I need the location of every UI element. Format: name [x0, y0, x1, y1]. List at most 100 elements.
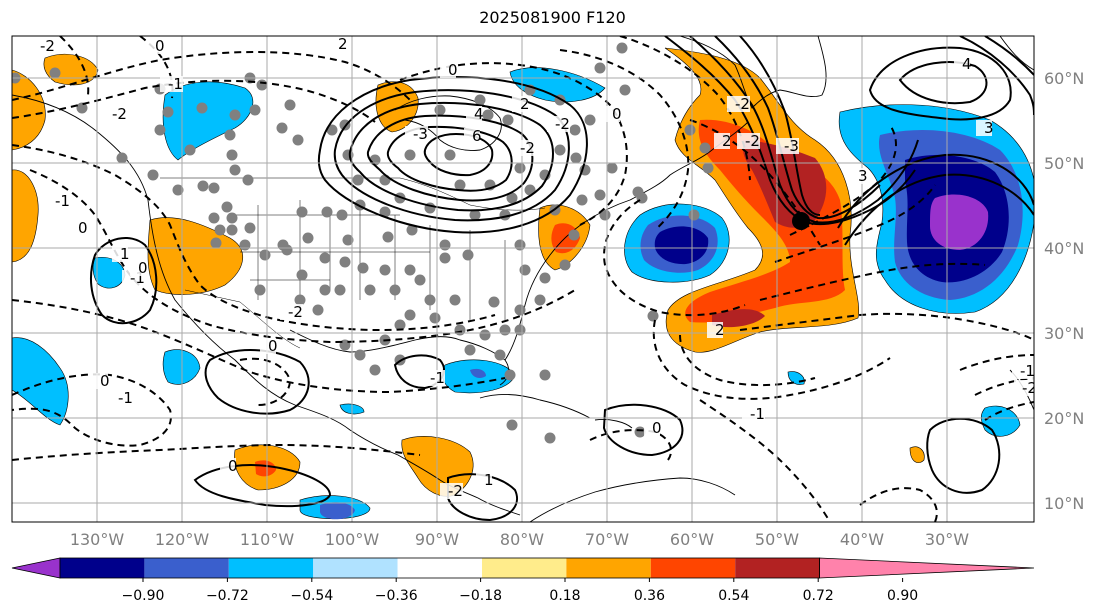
observation-dot [379, 206, 391, 218]
colorbar-segment [566, 558, 651, 578]
contour-label: -2 [448, 482, 463, 500]
observation-dot [116, 152, 128, 164]
observation-dot [594, 189, 606, 201]
storm-center-marker [792, 212, 810, 230]
observation-dot [534, 294, 546, 306]
observation-dot [154, 124, 166, 136]
dashed-contour [739, 312, 1034, 341]
observation-dot [296, 206, 308, 218]
cold-anomaly-region [12, 337, 69, 426]
solid-contour [868, 46, 1012, 121]
dashed-contour [789, 124, 897, 236]
colorbar-tick-label: 0.36 [634, 588, 665, 604]
contour-label: 0 [448, 61, 458, 79]
observation-dot [224, 129, 236, 141]
warm-anomaly-region [712, 309, 765, 328]
contour-label-background [405, 126, 428, 142]
observation-dot [296, 269, 308, 281]
observation-dot [474, 94, 486, 106]
contour-label: 0 [652, 419, 662, 437]
observation-dot [488, 296, 500, 308]
contour-label-background [220, 458, 236, 474]
observation-dot [569, 124, 581, 136]
observation-dot [499, 324, 511, 336]
observation-dot [321, 206, 333, 218]
observation-dot [389, 284, 401, 296]
observation-dot [406, 224, 418, 236]
observation-dot [404, 149, 416, 161]
cold-anomaly-region [320, 502, 355, 520]
observation-dot [514, 162, 526, 174]
contour-label-background [644, 420, 660, 436]
observation-dot [519, 264, 531, 276]
parallel-line [12, 77, 1034, 504]
colorbar-tick-label: −0.36 [375, 588, 418, 604]
contour-label: 0 [138, 259, 148, 277]
meridian-line [96, 36, 948, 522]
colorbar-tick-label: −0.54 [290, 588, 333, 604]
contour-label: 2 [338, 35, 348, 53]
observation-dot [699, 142, 711, 154]
dashed-contour [239, 357, 292, 406]
observation-dot [570, 152, 582, 164]
observation-dot [594, 62, 606, 74]
cuba-coast [479, 393, 591, 419]
dashed-contour [774, 184, 936, 263]
observation-dot [334, 284, 346, 296]
observation-dot [514, 239, 526, 251]
contour-label: -3 [413, 125, 428, 143]
observation-dot [284, 99, 296, 111]
contour-label-background [1014, 380, 1034, 396]
observation-dot [688, 209, 700, 221]
longitude-label: 40°W [840, 530, 884, 549]
observation-dot [454, 324, 466, 336]
observation-dot [449, 294, 461, 306]
contour-label-background [954, 56, 970, 72]
contour-label-background [714, 133, 730, 149]
solid-contour [366, 114, 534, 202]
observation-dot [424, 294, 436, 306]
observation-dot [394, 319, 406, 331]
solid-contour [714, 36, 881, 220]
solid-contour [423, 132, 494, 177]
contour-label-background [464, 128, 480, 144]
contour-label-background [512, 140, 535, 156]
dashed-contour [603, 199, 746, 317]
contour-label: -2 [555, 115, 570, 133]
contour-label: -2 [40, 37, 55, 55]
observation-dot [208, 182, 220, 194]
colorbar-segment [313, 558, 398, 578]
observation-dot [634, 426, 646, 438]
contour-label: -2 [1022, 379, 1037, 397]
dashed-contour [59, 36, 90, 96]
contour-label: 1 [120, 245, 130, 263]
contour-label: 0 [78, 219, 88, 237]
observation-dot [319, 284, 331, 296]
colorbar-segment [144, 558, 229, 578]
contour-label: -2 [520, 139, 535, 157]
contour-label-background [147, 38, 163, 54]
warm-anomaly-region [147, 217, 244, 295]
contour-label: 0 [100, 372, 110, 390]
observation-dot [494, 349, 506, 361]
contour-label: -1 [750, 405, 765, 423]
contour-label-background [707, 322, 723, 338]
observation-dot [647, 310, 659, 322]
latitude-label: 40°N [1044, 239, 1084, 258]
warm-anomaly-region [909, 446, 925, 463]
contour-label: 0 [155, 37, 165, 55]
observation-dot [506, 419, 518, 431]
observation-dot [49, 67, 61, 79]
solid-contour [90, 237, 158, 325]
dashed-contour [12, 79, 376, 123]
solid-contour [348, 101, 554, 212]
contour-label-background [604, 106, 620, 122]
longitude-label: 30°W [925, 530, 969, 549]
observation-dot [292, 134, 304, 146]
contour-label-background [160, 76, 183, 92]
dashed-contour [974, 377, 1034, 396]
dashed-contour [959, 354, 1034, 371]
observation-dot [339, 256, 351, 268]
observation-dot [619, 84, 631, 96]
